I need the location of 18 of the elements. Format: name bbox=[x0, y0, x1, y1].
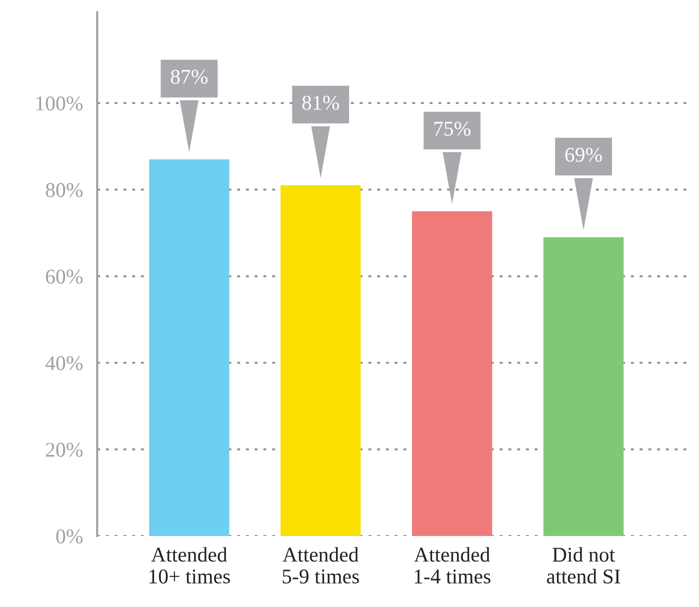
x-tick-label: Attended 5-9 times bbox=[282, 547, 359, 584]
y-tick-label: 80% bbox=[46, 183, 83, 198]
bar bbox=[280, 185, 361, 536]
y-tick-label: 0% bbox=[56, 529, 83, 544]
x-tick-label: Did not attend SI bbox=[546, 547, 620, 584]
bar bbox=[149, 159, 230, 536]
data-label: 87% bbox=[170, 70, 208, 84]
data-label: 75% bbox=[434, 122, 470, 136]
x-tick-label: Attended 10+ times bbox=[150, 547, 230, 584]
y-tick-label: 60% bbox=[46, 270, 83, 284]
bar bbox=[412, 211, 492, 536]
data-label: 81% bbox=[302, 96, 340, 110]
x-tick-label: Attended 1-4 times bbox=[414, 547, 490, 584]
bar bbox=[543, 237, 624, 536]
y-tick-label: 100% bbox=[36, 96, 83, 111]
y-tick-label: 40% bbox=[45, 356, 83, 370]
data-label: 69% bbox=[565, 148, 602, 162]
y-tick-label: 20% bbox=[46, 442, 83, 457]
